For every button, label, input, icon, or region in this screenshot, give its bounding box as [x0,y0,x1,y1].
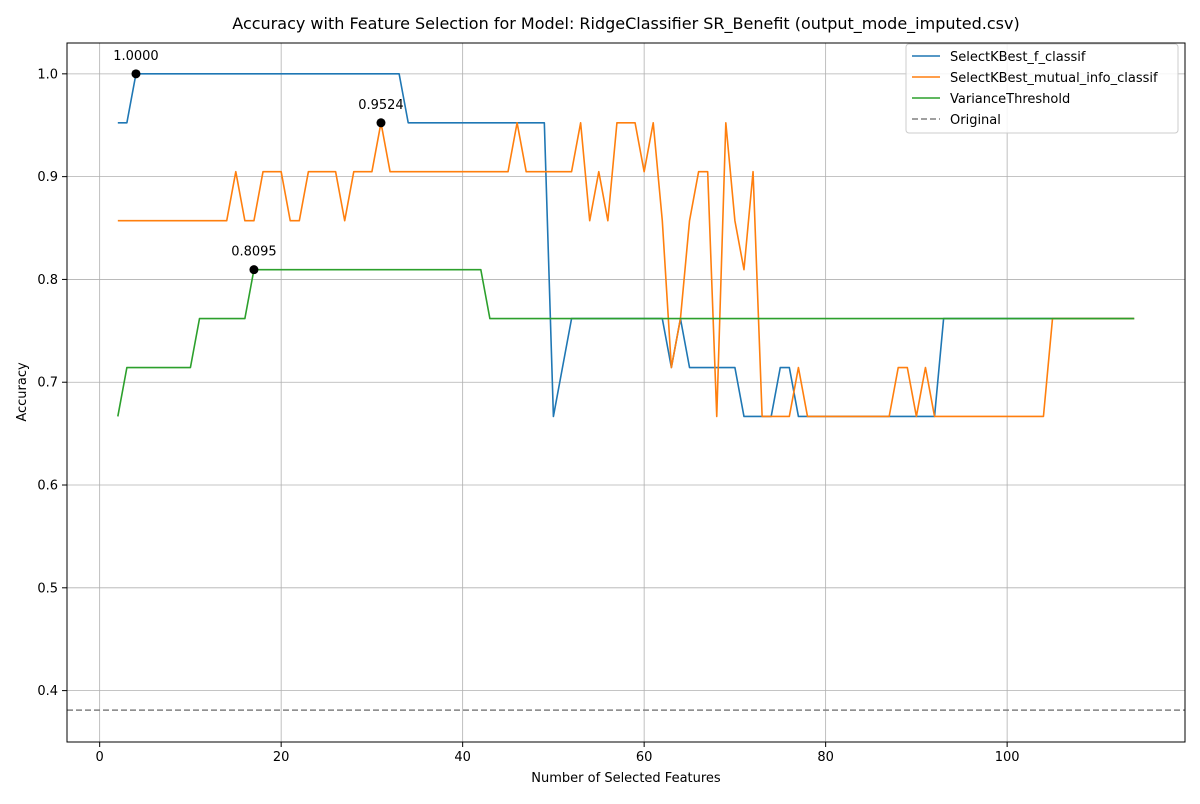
x-tick-label: 80 [817,750,834,765]
y-axis-ticks: 0.4 0.5 0.6 0.7 0.8 0.9 1.0 [37,67,67,699]
best-point-marker [376,118,386,128]
legend-label-mutual-info: SelectKBest_mutual_info_classif [950,71,1158,86]
legend: SelectKBest_f_classif SelectKBest_mutual… [905,43,1179,134]
plot-area-frame [66,42,1186,743]
best-point-label: 0.8095 [231,245,277,260]
grid-lines [67,43,1185,742]
annotation-layer: 1.0000 0.9524 0.8095 [113,49,404,275]
best-point-label: 0.9524 [358,98,404,113]
y-tick-label: 0.9 [37,170,58,185]
y-tick-label: 1.0 [37,67,58,82]
y-axis-label: Accuracy [15,362,30,422]
x-tick-label: 60 [636,750,653,765]
legend-item-mutual-info: SelectKBest_mutual_info_classif [912,71,1158,86]
legend-label-variance-threshold: VarianceThreshold [950,92,1070,107]
legend-item-variance-threshold: VarianceThreshold [912,92,1070,107]
best-point-label: 1.0000 [113,49,159,64]
series-layer [117,73,1135,418]
legend-item-original: Original [912,113,1001,128]
y-tick-label: 0.7 [37,376,58,391]
x-tick-label: 0 [96,750,104,765]
x-tick-label: 20 [273,750,290,765]
legend-item-f-classif: SelectKBest_f_classif [912,50,1086,65]
x-axis-label: Number of Selected Features [531,771,721,786]
best-point-marker [249,265,259,275]
x-axis-ticks: 0 20 40 60 80 100 [96,742,1020,765]
series-variance-threshold-line [117,268,1135,417]
chart-title: Accuracy with Feature Selection for Mode… [232,14,1019,34]
x-tick-label: 100 [995,750,1020,765]
y-tick-label: 0.6 [37,479,58,494]
legend-box [905,43,1179,134]
series-mutual-info-line [117,121,1135,418]
x-tick-label: 40 [454,750,471,765]
legend-label-original: Original [950,113,1001,128]
y-tick-label: 0.8 [37,273,58,288]
legend-label-f-classif: SelectKBest_f_classif [950,50,1086,65]
y-tick-label: 0.4 [37,684,58,699]
best-point-marker [131,69,141,79]
y-tick-label: 0.5 [37,581,58,596]
